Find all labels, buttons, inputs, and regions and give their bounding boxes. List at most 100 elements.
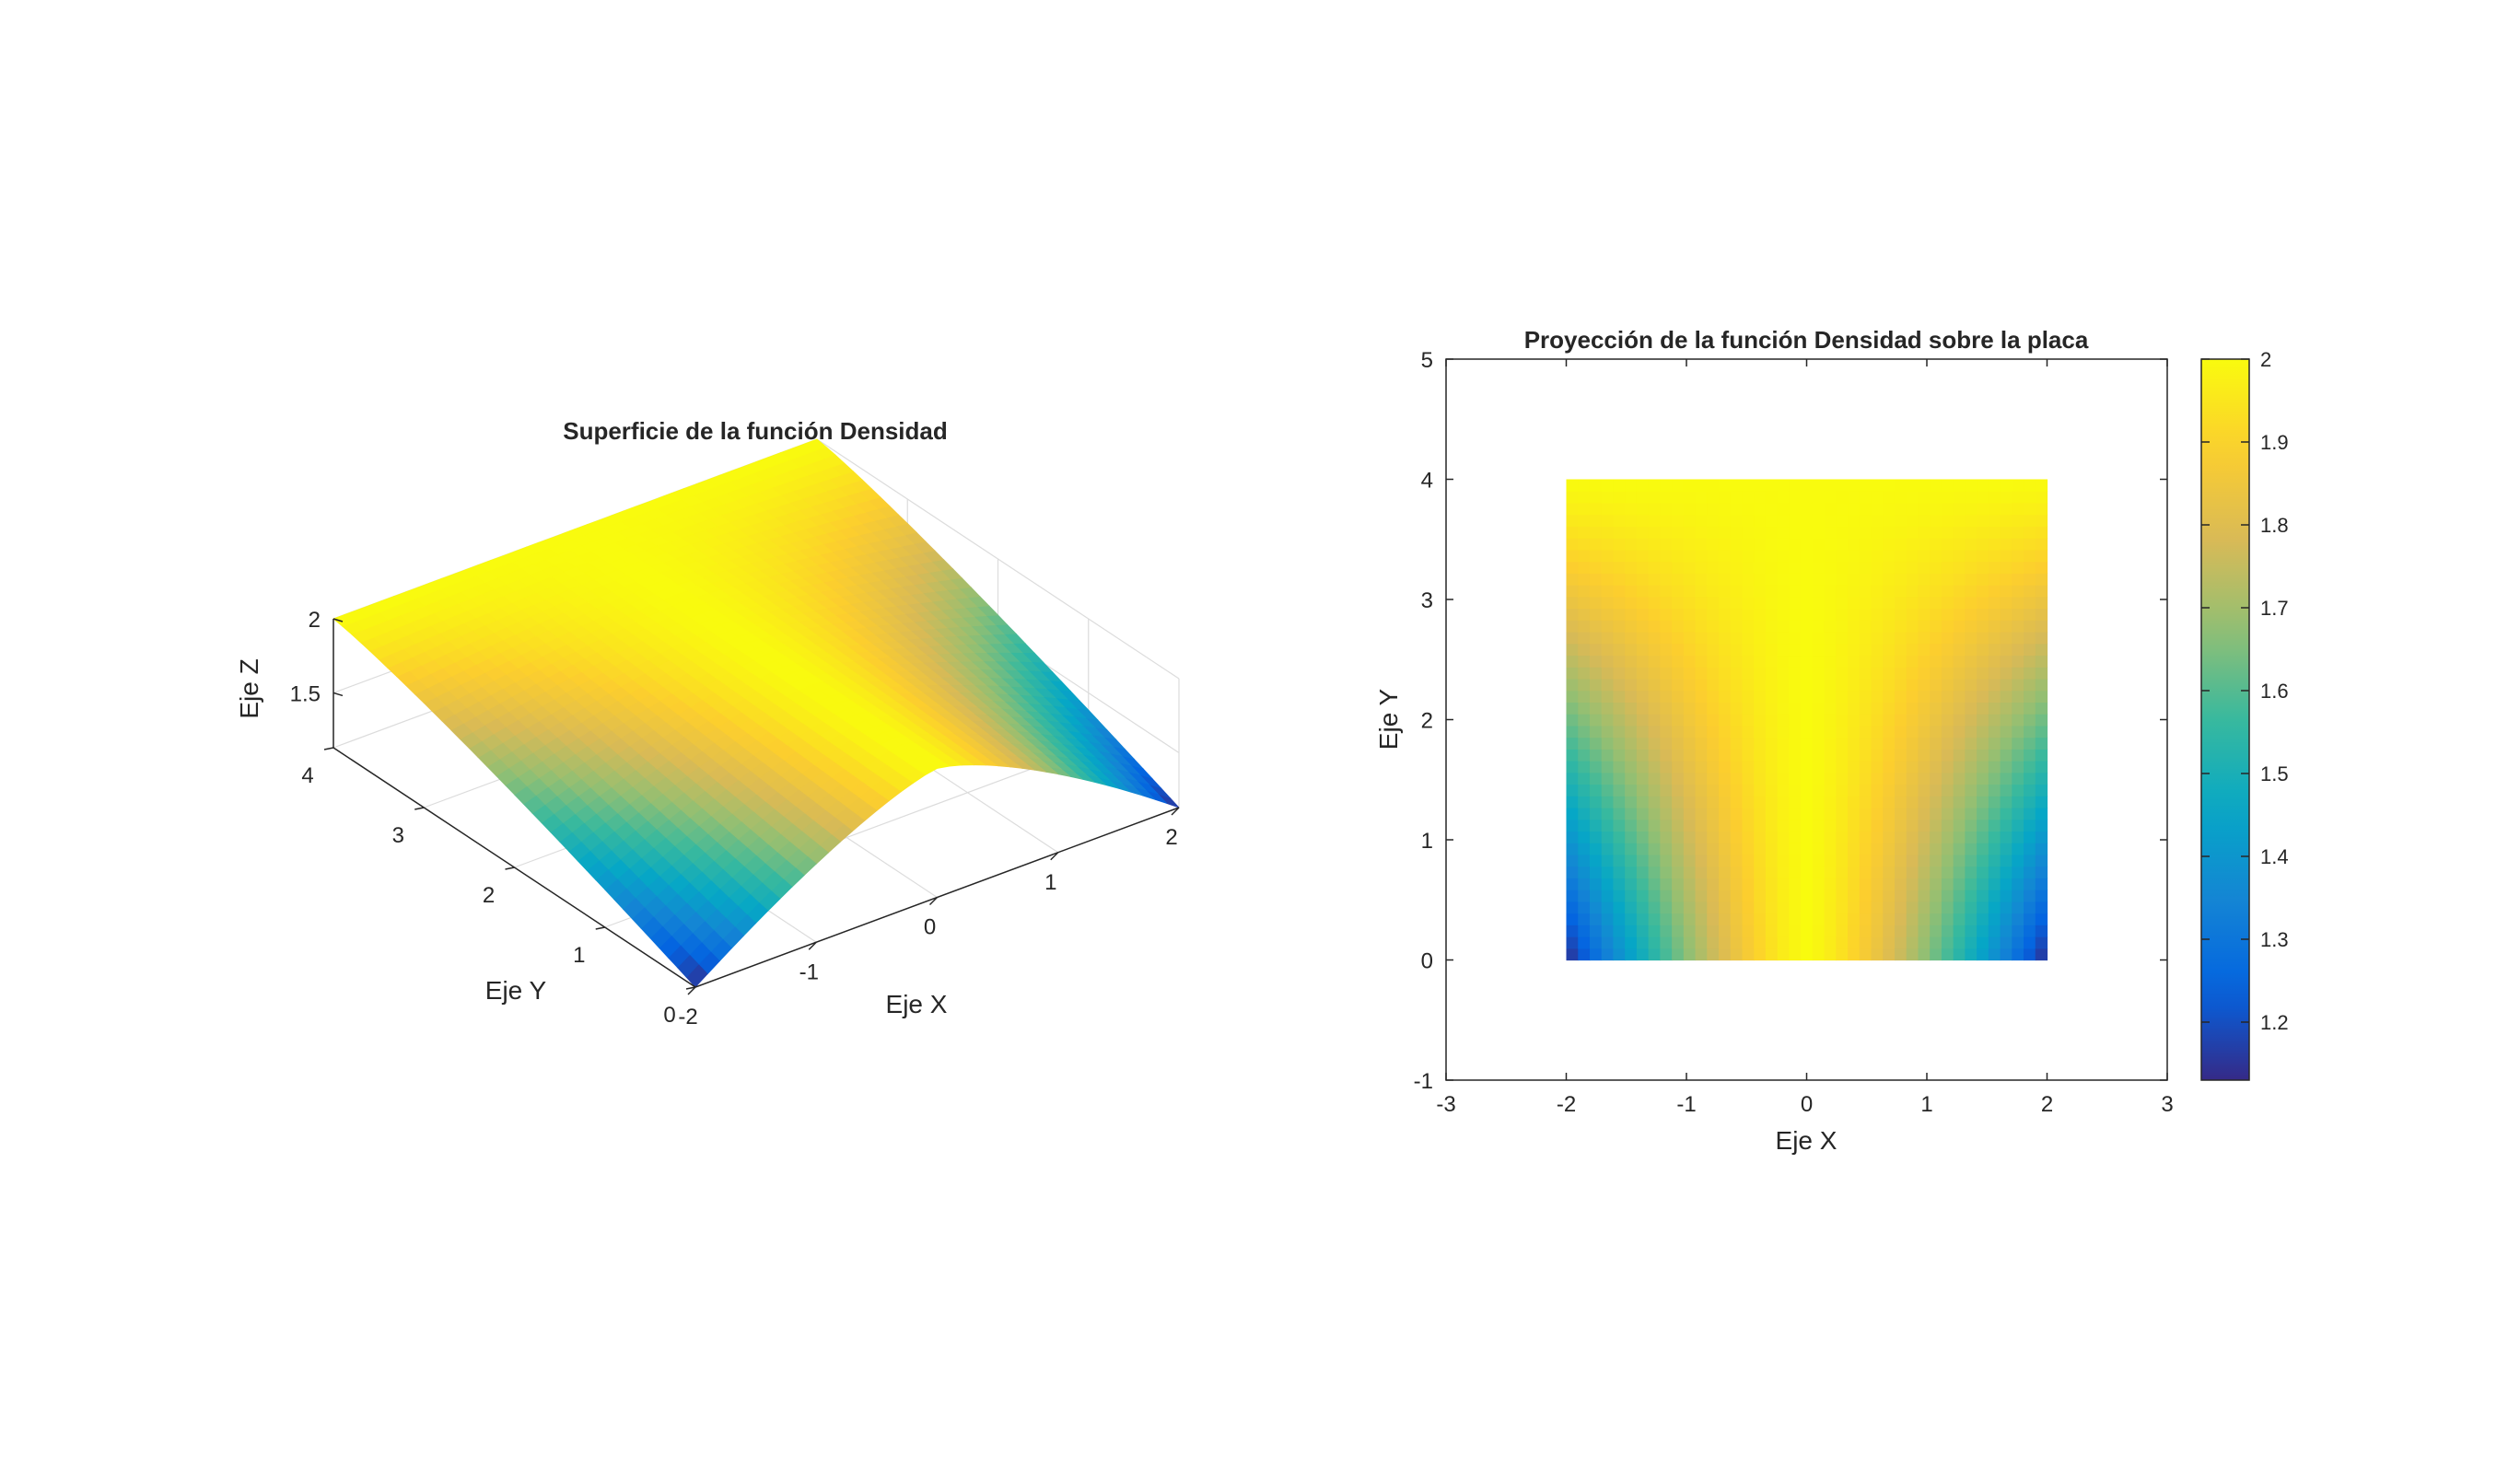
heatmap-cell: [1730, 596, 1744, 610]
heatmap-cell: [1848, 479, 1861, 492]
heatmap-cell: [1625, 843, 1638, 855]
heatmap-cell: [2012, 843, 2024, 855]
surface-gridline: [816, 438, 1180, 680]
heatmap-cell: [2035, 608, 2048, 621]
heatmap-cell: [1801, 526, 1814, 539]
heatmap-cell: [1625, 901, 1638, 914]
heatmap-cell: [1742, 796, 1755, 808]
heatmap-cell: [1965, 549, 1978, 563]
heatmap-cell: [1859, 502, 1872, 516]
heatmap-cell: [1906, 549, 1919, 563]
heatmap-cell: [1848, 749, 1861, 762]
heatmap-cell: [1836, 585, 1849, 598]
heatmap-cell: [1707, 549, 1720, 563]
heatmap-cell: [1660, 690, 1673, 703]
heatmap-cell: [1707, 796, 1720, 808]
heatmap-cell: [1859, 714, 1872, 727]
heatmap-cell: [1965, 843, 1978, 855]
heatmap-cell: [1906, 620, 1919, 633]
heatmap-cell: [1660, 538, 1673, 551]
heatmap-cell: [1824, 667, 1837, 680]
heatmap-cell: [1918, 796, 1931, 808]
heatmap-cell: [1977, 502, 1989, 516]
heatmap-cell: [2012, 772, 2024, 785]
heatmap-cell: [1589, 620, 1603, 633]
heatmap-cell: [1859, 878, 1872, 890]
heatmap-cell: [1894, 854, 1908, 867]
heatmap-cell: [2000, 479, 2012, 492]
heatmap-cell: [1601, 573, 1615, 586]
heatmap-cell: [1859, 890, 1872, 902]
heatmap-cell: [1789, 655, 1802, 668]
heatmap-cell: [1754, 925, 1767, 937]
heatmap-cell: [1953, 831, 1966, 843]
heatmap-cell: [1859, 643, 1872, 657]
heatmap-cell: [1683, 796, 1697, 808]
heatmap-cell: [1988, 737, 2001, 750]
heatmap-cell: [1683, 655, 1697, 668]
heatmap-cell: [2035, 831, 2048, 843]
heatmap-cell: [2024, 514, 2036, 528]
heatmap-cell: [1636, 737, 1650, 750]
heatmap-cell: [1988, 608, 2001, 621]
heatmap-cell: [1707, 608, 1720, 621]
heatmap-cell: [1707, 948, 1720, 961]
heatmap-cell: [1801, 796, 1814, 808]
heatmap-cell: [1930, 549, 1942, 563]
heatmap-cell: [1566, 702, 1579, 715]
heatmap-cell: [1578, 749, 1591, 762]
heatmap-cell: [1930, 678, 1942, 692]
heatmap-cell: [1648, 502, 1661, 516]
heatmap-cell: [1988, 678, 2001, 692]
heatmap-cell: [2000, 854, 2012, 867]
heatmap-cell: [1742, 526, 1755, 539]
heatmap-cell: [1965, 761, 1978, 773]
heatmap-cell: [1836, 596, 1849, 610]
heatmap-cell: [1812, 538, 1826, 551]
heatmap-cell: [1742, 854, 1755, 867]
heatmap-cell: [1719, 714, 1732, 727]
heatmap-cell: [1871, 690, 1884, 703]
heatmap-cell: [1683, 702, 1697, 715]
heatmap-cell: [1930, 749, 1942, 762]
heatmap-cell: [1988, 796, 2001, 808]
heatmap-cell: [1941, 690, 1954, 703]
heatmap-cell: [2024, 667, 2036, 680]
heatmap-cell: [1965, 561, 1978, 574]
surface-y-tick-label: 0: [663, 1003, 675, 1028]
heatmap-cell: [1941, 948, 1954, 961]
heatmap-cell: [1836, 737, 1849, 750]
heatmap-cell: [1988, 784, 2001, 797]
heatmap-x-tick-label: -1: [1676, 1092, 1696, 1117]
heatmap-cell: [1941, 890, 1954, 902]
heatmap-cell: [1636, 901, 1650, 914]
heatmap-cell: [2024, 585, 2036, 598]
surface-ylabel: Eje Y: [485, 976, 547, 1005]
heatmap-cell: [1977, 514, 1989, 528]
heatmap-cell: [1625, 573, 1638, 586]
heatmap-cell: [2024, 690, 2036, 703]
heatmap-cell: [1636, 749, 1650, 762]
surface-z-tick-label: 2: [309, 608, 321, 633]
heatmap-cell: [1660, 549, 1673, 563]
heatmap-cell: [1836, 714, 1849, 727]
heatmap-cell: [1625, 538, 1638, 551]
heatmap-cell: [1566, 761, 1579, 773]
heatmap-cell: [1601, 913, 1615, 925]
heatmap-cell: [1801, 643, 1814, 657]
heatmap-cell: [1777, 585, 1790, 598]
heatmap-cell: [1578, 772, 1591, 785]
heatmap-cell: [1883, 796, 1896, 808]
heatmap-cell: [1965, 702, 1978, 715]
heatmap-cell: [1918, 538, 1931, 551]
heatmap-cell: [1977, 784, 1989, 797]
heatmap-cell: [1707, 573, 1720, 586]
heatmap-cell: [1918, 585, 1931, 598]
heatmap-cell: [1848, 538, 1861, 551]
heatmap-cell: [1648, 549, 1661, 563]
surface-x-tick-label: 2: [1165, 825, 1177, 850]
heatmap-cell: [1918, 725, 1931, 738]
heatmap-cell: [1613, 596, 1626, 610]
heatmap-cell: [1636, 643, 1650, 657]
heatmap-cell: [1625, 690, 1638, 703]
